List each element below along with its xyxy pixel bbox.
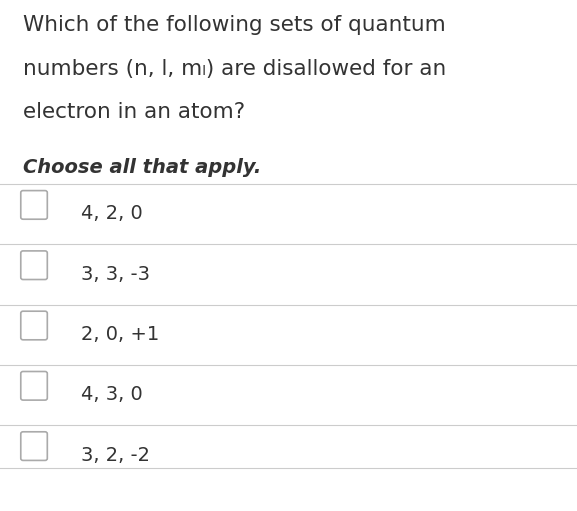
FancyBboxPatch shape	[21, 311, 47, 340]
Text: electron in an atom?: electron in an atom?	[23, 102, 245, 122]
FancyBboxPatch shape	[21, 191, 47, 219]
Text: 3, 3, -3: 3, 3, -3	[81, 265, 150, 284]
FancyBboxPatch shape	[21, 251, 47, 280]
Text: Which of the following sets of quantum: Which of the following sets of quantum	[23, 15, 446, 35]
FancyBboxPatch shape	[21, 371, 47, 400]
Text: Choose all that apply.: Choose all that apply.	[23, 158, 261, 177]
Text: numbers (n, l, mₗ) are disallowed for an: numbers (n, l, mₗ) are disallowed for an	[23, 59, 447, 79]
FancyBboxPatch shape	[21, 432, 47, 460]
Text: 3, 2, -2: 3, 2, -2	[81, 446, 150, 464]
Text: 2, 0, +1: 2, 0, +1	[81, 325, 159, 344]
Text: 4, 3, 0: 4, 3, 0	[81, 385, 143, 404]
Text: 4, 2, 0: 4, 2, 0	[81, 204, 143, 223]
